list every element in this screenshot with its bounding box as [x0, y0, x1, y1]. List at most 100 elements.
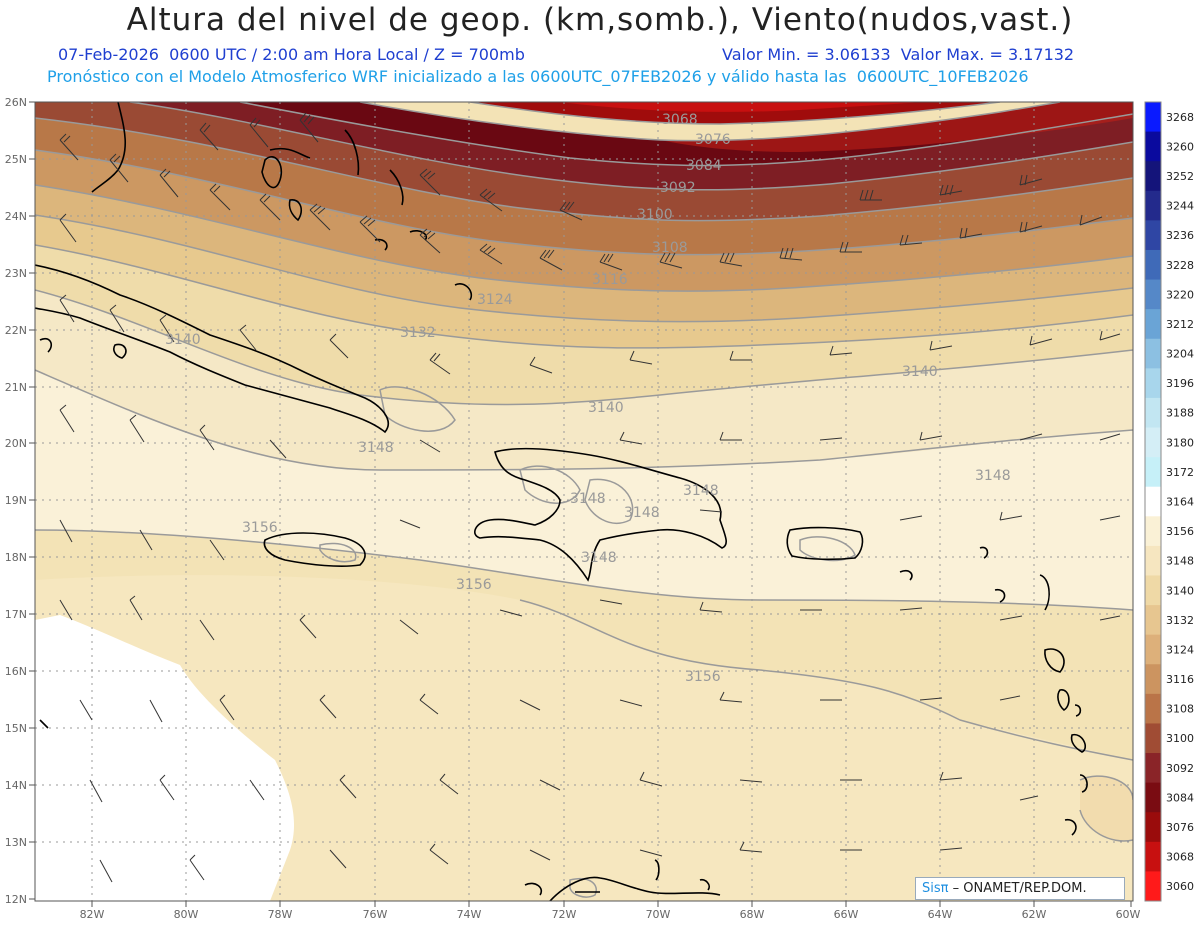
map-title: Altura del nivel de geop. (km,somb.), Vi… [126, 2, 1074, 38]
contour-label: 3148 [975, 468, 1011, 484]
colorbar-swatch [1145, 220, 1161, 251]
colorbar-swatch [1145, 190, 1161, 221]
lat-label: 19N [5, 494, 27, 507]
guadeloupe [1044, 648, 1065, 673]
credit-org: – ONAMET/REP.DOM. [948, 881, 1087, 896]
lat-label: 15N [5, 722, 27, 735]
colorbar-swatch [1145, 131, 1161, 162]
contour-label: 3140 [588, 400, 624, 416]
contour-label: 3156 [685, 669, 721, 685]
contour-label: 3148 [683, 483, 719, 499]
colorbar-swatch [1145, 309, 1161, 340]
contour-label: 3156 [242, 520, 278, 536]
colorbar-label: 3164 [1166, 496, 1194, 509]
lat-label: 21N [5, 381, 27, 394]
colorbar-label: 3212 [1166, 318, 1194, 331]
lat-label: 26N [5, 96, 27, 109]
colorbar-swatch [1145, 249, 1161, 281]
no-data-area [35, 615, 295, 901]
colorbar-label: 3236 [1166, 229, 1194, 242]
lon-label: 60W [1116, 908, 1141, 921]
colorbar-label: 3140 [1166, 584, 1194, 597]
puerto-rico-coast [786, 526, 864, 561]
contour-lines [35, 102, 1133, 898]
map-frame [34, 101, 1134, 902]
south-america-coast [549, 876, 721, 901]
colorbar-label: 3188 [1166, 407, 1194, 420]
contour-label: 3124 [477, 292, 513, 308]
contour-label: 3148 [581, 550, 617, 566]
lon-label: 78W [268, 908, 293, 921]
band-3108-area [35, 150, 1133, 292]
colorbar-swatch [1145, 427, 1161, 458]
contour-labels: 3068 3076 3084 3092 3100 3108 3116 3124 … [165, 112, 1011, 685]
contour-label: 3140 [902, 364, 938, 380]
lat-label: 22N [5, 324, 27, 337]
colorbar-label: 3172 [1166, 466, 1194, 479]
lat-label: 18N [5, 551, 27, 564]
lon-label: 74W [457, 908, 482, 921]
bahamas-north [269, 147, 311, 159]
height-field [35, 102, 1133, 901]
colorbar-swatch [1145, 457, 1161, 488]
lat-label: 17N [5, 608, 27, 621]
lon-label: 68W [740, 908, 765, 921]
band-3084-area [130, 102, 1133, 190]
colorbar-label: 3180 [1166, 436, 1194, 449]
contour-label: 3068 [662, 112, 698, 128]
band-3132-area [35, 245, 1133, 405]
contour-label: 3148 [570, 491, 606, 507]
contour-label: 3092 [660, 180, 696, 196]
colorbar-label: 3084 [1166, 791, 1194, 804]
contour-label: 3116 [592, 272, 628, 288]
colorbar-label: 3132 [1166, 614, 1194, 627]
colorbar-label: 3124 [1166, 643, 1194, 656]
colorbar-swatch [1145, 664, 1161, 695]
colorbar-label: 3116 [1166, 673, 1194, 686]
colorbar-swatch [1145, 338, 1161, 369]
lat-label: 12N [5, 893, 27, 906]
lat-label: 23N [5, 267, 27, 280]
contour-label: 3076 [695, 132, 731, 148]
colorbar-label: 3252 [1166, 170, 1194, 183]
colorbar-label: 3268 [1166, 111, 1194, 124]
colorbar-label: 3196 [1166, 377, 1194, 390]
contour-label: 3108 [652, 240, 688, 256]
contour-label: 3156 [456, 577, 492, 593]
colorbar-swatch [1145, 634, 1161, 665]
colorbar-swatch [1145, 279, 1161, 310]
colorbar-swatch [1145, 782, 1161, 813]
lat-ticks [29, 101, 35, 900]
colorbar-swatch [1145, 812, 1161, 843]
colorbar-label: 3148 [1166, 555, 1194, 568]
colorbar: 3268 3260 3252 3244 3236 3228 3220 3212 3204 3196… [1144, 101, 1194, 902]
lon-label: 62W [1022, 908, 1047, 921]
colorbar-label: 3156 [1166, 525, 1194, 538]
lon-label: 76W [363, 908, 388, 921]
lat-label: 20N [5, 437, 27, 450]
lat-label: 16N [5, 665, 27, 678]
contour-label: 3140 [165, 332, 201, 348]
lat-label: 24N [5, 210, 27, 223]
contour-label: 3084 [686, 158, 722, 174]
coastlines [35, 102, 1088, 901]
colorbar-swatch [1145, 693, 1161, 724]
lon-label: 64W [928, 908, 953, 921]
colorbar-label: 3204 [1166, 348, 1194, 361]
colorbar-label: 3244 [1166, 200, 1194, 213]
colorbar-label: 3092 [1166, 762, 1194, 775]
colorbar-label: 3060 [1166, 880, 1194, 893]
colorbar-swatch [1145, 723, 1161, 754]
bahamas-andros [261, 156, 283, 189]
contour-label: 3148 [358, 440, 394, 456]
band-3156-area [35, 575, 1133, 901]
lat-labels: 26N 25N 24N 23N 22N 21N 20N 19N 18N 17N … [5, 96, 27, 906]
colorbar-swatch [1145, 516, 1161, 547]
jamaica-coast [263, 532, 366, 567]
lat-label: 14N [5, 779, 27, 792]
model-line: Pronóstico con el Modelo Atmosferico WRF… [47, 67, 1029, 86]
lon-label: 72W [552, 908, 577, 921]
contour-label: 3148 [624, 505, 660, 521]
colorbar-swatch [1145, 102, 1161, 133]
credit-box: Sisπ – ONAMET/REP.DOM. [915, 877, 1125, 900]
